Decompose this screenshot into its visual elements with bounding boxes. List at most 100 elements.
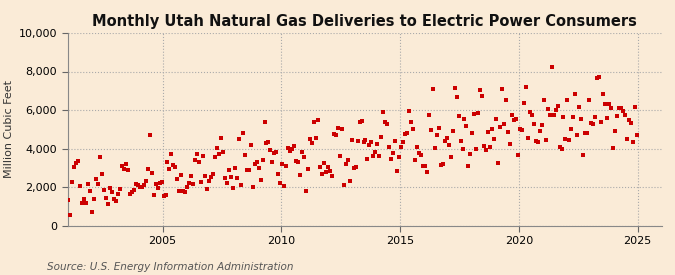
Point [188,182,198,186]
Point [223,168,234,172]
Point [144,133,155,138]
Point [620,113,630,118]
Point [273,171,284,176]
Point [467,131,478,136]
Point [608,146,618,150]
Point [81,200,92,205]
Point [410,158,421,162]
Point [386,157,397,161]
Point [336,127,347,131]
Point [542,107,553,111]
Point [152,186,163,190]
Point [531,139,541,143]
Point [463,164,474,168]
Point [115,186,126,191]
Point [92,182,103,186]
Point [300,189,311,193]
Point [111,199,122,204]
Point [503,130,514,134]
Point [321,169,331,174]
Point [597,91,608,96]
Point [382,122,393,126]
Point [342,158,353,162]
Point [238,130,248,135]
Point [453,114,464,118]
Point [136,185,147,190]
Point [194,160,205,164]
Point [627,140,638,145]
Point [441,136,452,141]
Point [552,103,563,108]
Point [241,168,252,172]
Point [103,202,113,206]
Point [582,131,593,136]
Point [99,188,109,192]
Point [232,176,242,180]
Point [362,156,373,161]
Point [446,155,456,159]
Point [374,153,385,158]
Point [406,120,416,124]
Point [412,145,423,149]
Point [449,86,460,90]
Point [493,161,504,166]
Point [489,137,500,141]
Point [338,183,349,188]
Point [79,197,90,201]
Point [156,180,167,185]
Point [166,152,177,156]
Point [75,184,86,188]
Point [334,153,345,158]
Point [535,129,545,134]
Point [255,178,266,182]
Point [419,164,430,168]
Point [230,166,240,170]
Point [142,167,153,171]
Point [418,164,429,168]
Point [537,123,547,127]
Point [516,128,527,132]
Point [306,141,317,145]
Point [590,115,601,120]
Point [370,150,381,155]
Point [217,150,228,154]
Point [550,108,561,112]
Point [554,144,565,149]
Point [616,106,626,111]
Point [63,198,74,203]
Point [435,163,446,167]
Point [366,139,377,144]
Point [483,130,493,134]
Point [586,121,597,125]
Point [416,153,427,157]
Point [378,110,389,114]
Point [323,165,333,169]
Point [556,147,567,151]
Point [315,164,325,169]
Point [354,120,365,124]
Point [234,137,244,141]
Point [392,169,402,174]
Point [376,135,387,139]
Point [568,115,578,119]
Point [350,164,361,169]
Point [176,172,187,177]
Point [122,168,133,172]
Point [584,98,595,102]
Point [174,189,185,193]
Point [158,194,169,198]
Point [499,122,510,126]
Point [196,179,207,184]
Point [578,153,589,158]
Point [91,177,102,181]
Point [299,154,310,159]
Point [219,176,230,180]
Point [364,143,375,147]
Point [451,94,462,99]
Point [215,136,226,140]
Point [285,149,296,153]
Point [69,165,80,169]
Point [512,153,523,158]
Point [119,167,130,171]
Point [601,115,612,120]
